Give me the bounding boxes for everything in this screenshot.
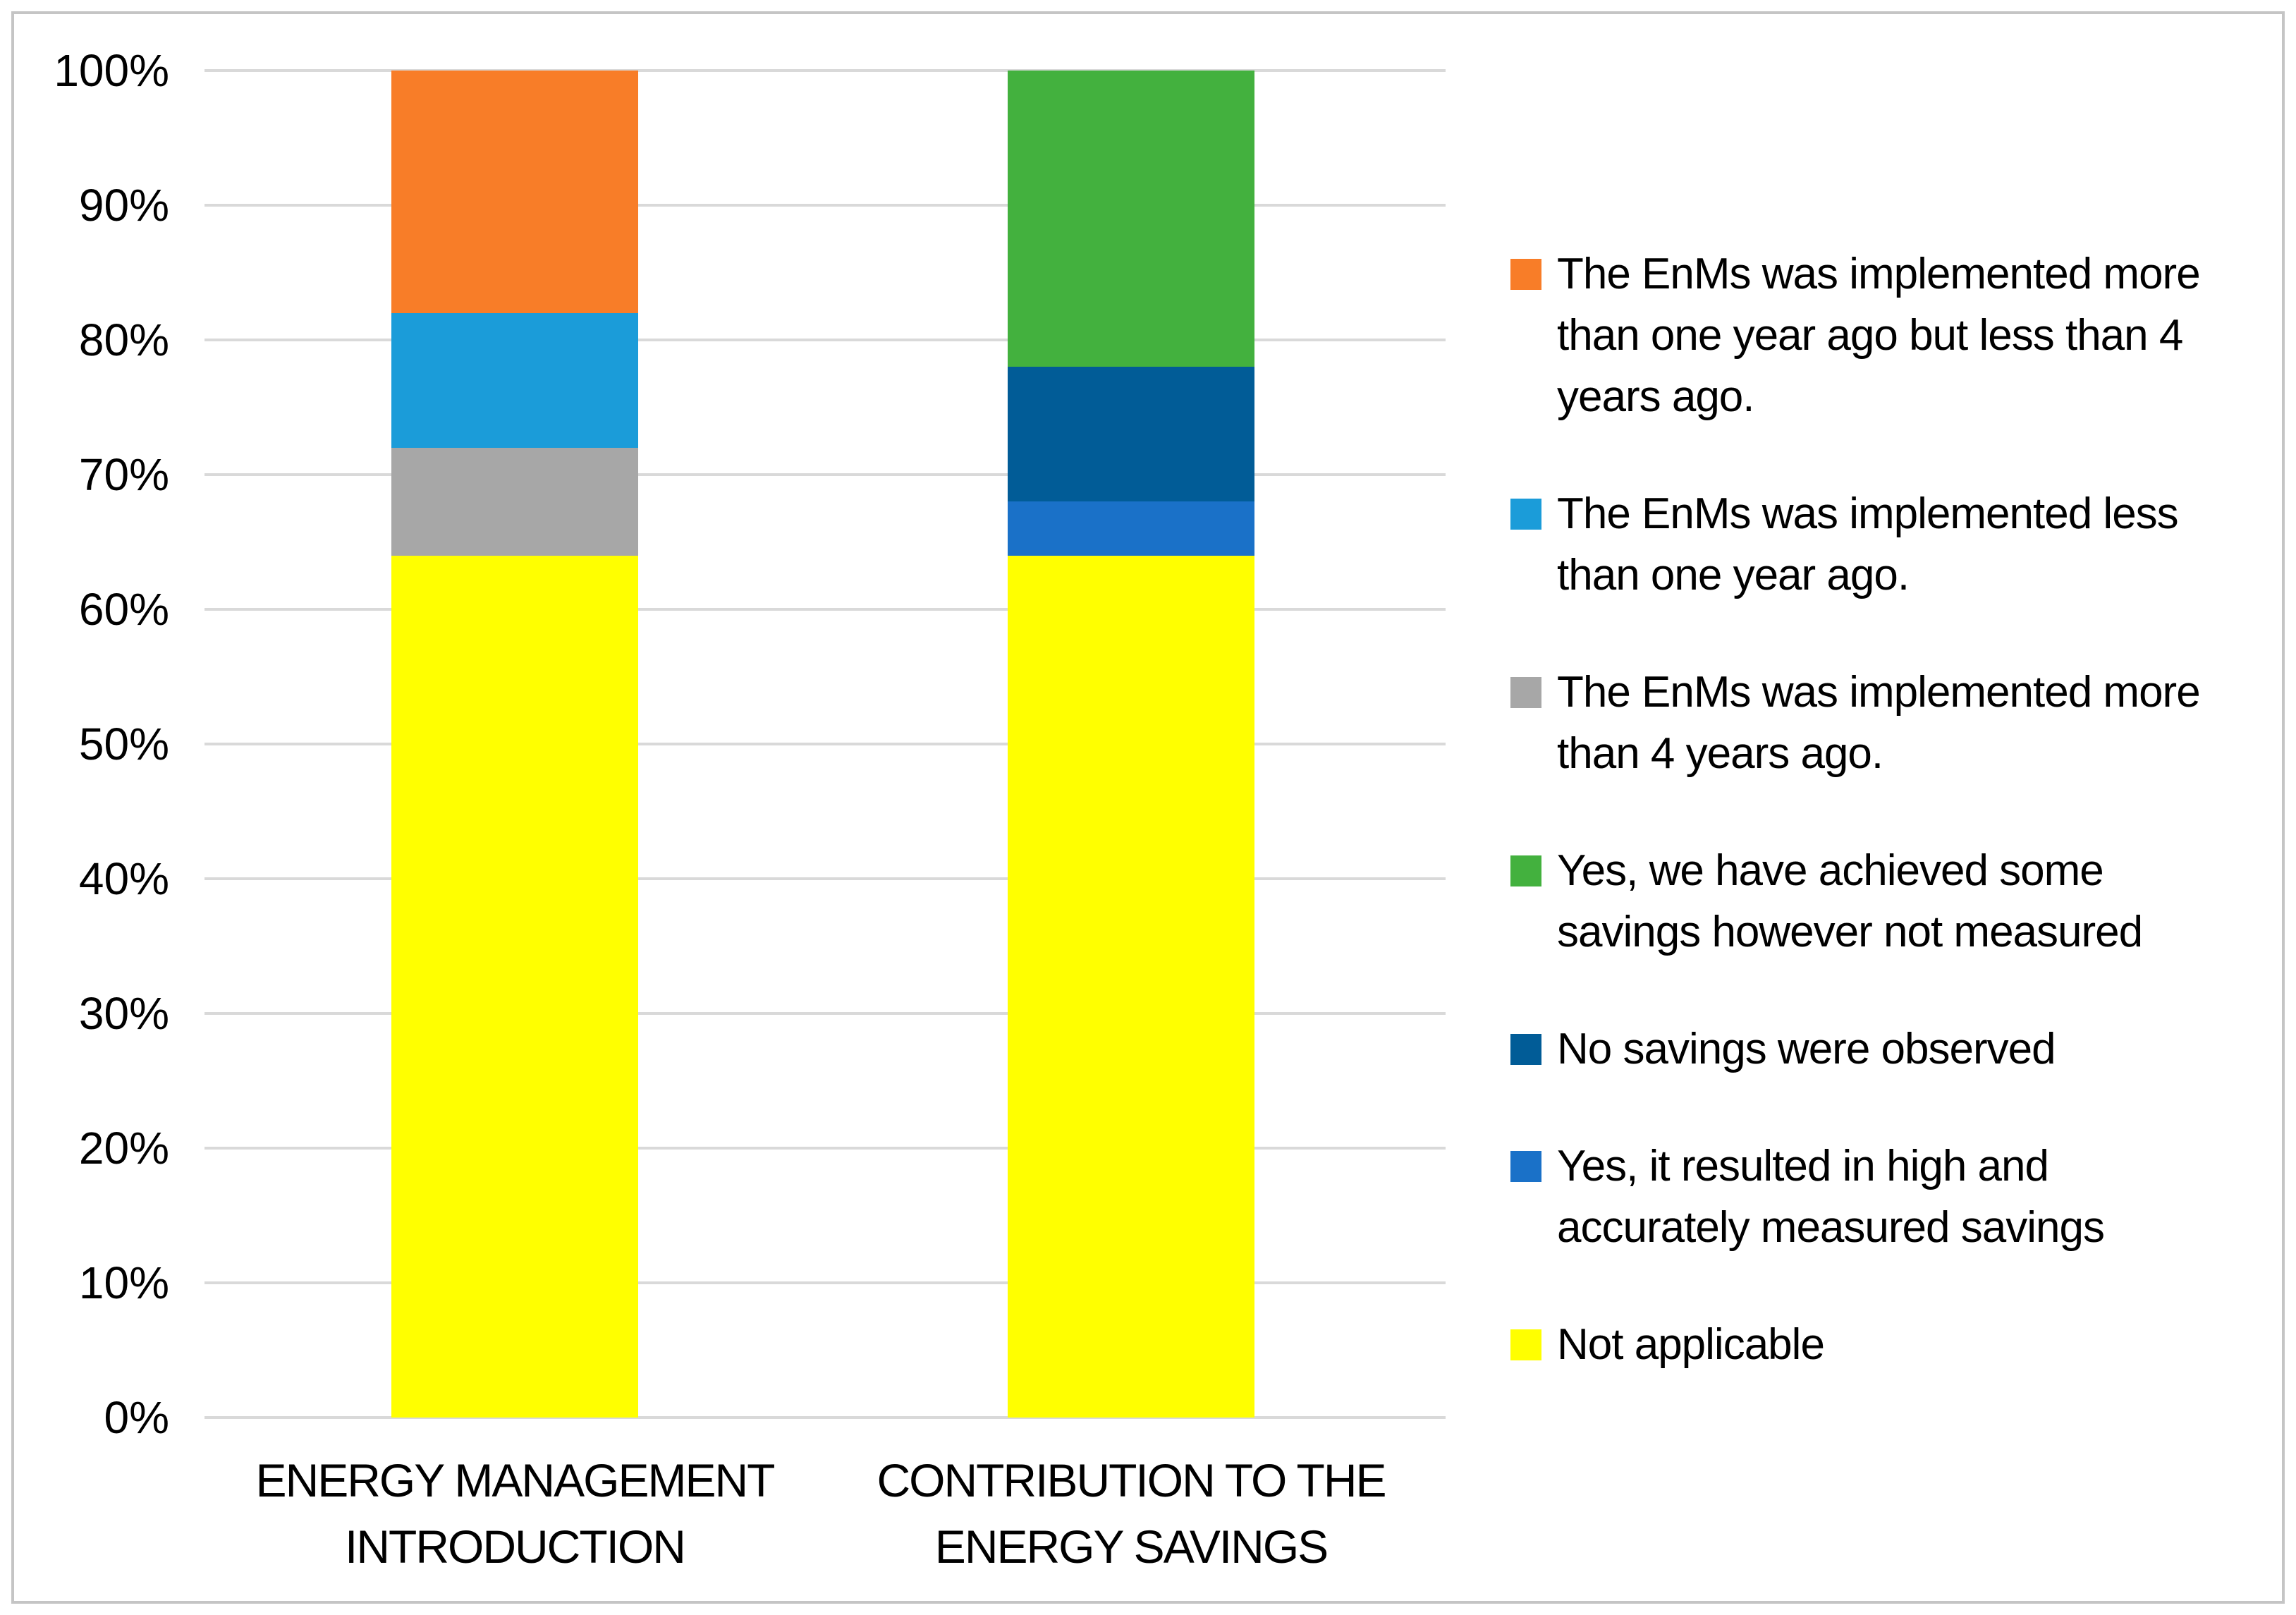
bar-segment (1008, 555, 1254, 1418)
legend-label: Yes, it resulted in high and accurately … (1557, 1142, 2105, 1252)
gridline-20 (204, 1147, 1446, 1150)
legend-item: Yes, it resulted in high and accurately … (1510, 1135, 2279, 1258)
legend-label: Yes, we have achieved some savings howev… (1557, 846, 2143, 956)
legend-item: Yes, we have achieved some savings howev… (1510, 840, 2279, 963)
legend-swatch-icon (1510, 1329, 1541, 1360)
y-axis: 0% 10% 20% 30% 40% 50% 60% 70% 80% 90% 100% (0, 45, 169, 1443)
legend-label: The EnMs was implemented more than one y… (1557, 250, 2201, 421)
gridline-60 (204, 608, 1446, 611)
gridline-30 (204, 1012, 1446, 1015)
y-tick-label-80: 80% (78, 315, 169, 365)
y-tick-label-50: 50% (78, 719, 169, 769)
legend-item: Not applicable (1510, 1314, 2279, 1375)
x-axis: ENERGY MANAGEMENT INTRODUCTION CONTRIBUTI… (0, 1447, 2296, 1588)
bar-segment (391, 71, 638, 313)
legend-swatch-icon (1510, 677, 1541, 708)
y-tick-label-20: 20% (78, 1123, 169, 1174)
bar-segment (1008, 367, 1254, 502)
legend-item: No savings were observed (1510, 1018, 2279, 1080)
gridline-70 (204, 473, 1446, 476)
bar-segment (1008, 501, 1254, 556)
legend: The EnMs was implemented more than one y… (1510, 243, 2279, 1375)
legend-item: The EnMs was implemented more than 4 yea… (1510, 662, 2279, 784)
y-tick-label-90: 90% (78, 180, 169, 231)
bar-segment (391, 312, 638, 448)
legend-swatch-icon (1510, 1034, 1541, 1065)
y-tick-label-10: 10% (78, 1257, 169, 1308)
legend-swatch-icon (1510, 499, 1541, 530)
y-tick-label-60: 60% (78, 584, 169, 635)
gridline-10 (204, 1281, 1446, 1284)
legend-swatch-icon (1510, 1151, 1541, 1182)
bar-segment (1008, 71, 1254, 367)
legend-item: The EnMs was implemented less than one y… (1510, 483, 2279, 606)
y-tick-label-40: 40% (78, 853, 169, 904)
legend-swatch-icon (1510, 259, 1541, 290)
y-tick-label-30: 30% (78, 988, 169, 1039)
plot-area (204, 69, 1446, 1419)
bar-2 (1008, 71, 1254, 1418)
bar-1 (391, 71, 638, 1418)
bar-segment (391, 555, 638, 1418)
legend-item: The EnMs was implemented more than one y… (1510, 243, 2279, 427)
gridline-90 (204, 204, 1446, 207)
gridline-100 (204, 69, 1446, 72)
legend-label: The EnMs was implemented less than one y… (1557, 489, 2179, 599)
legend-label: The EnMs was implemented more than 4 yea… (1557, 668, 2201, 778)
gridline-80 (204, 339, 1446, 341)
category-label-2: CONTRIBUTION TO THE ENERGY SAVINGS (877, 1454, 1386, 1573)
gridline-50 (204, 743, 1446, 745)
y-tick-label-0: 0% (104, 1392, 170, 1443)
y-tick-label-70: 70% (78, 449, 169, 500)
gridline-40 (204, 877, 1446, 880)
legend-label: No savings were observed (1557, 1025, 2056, 1073)
gridline-0 (204, 1416, 1446, 1419)
y-tick-label-100: 100% (54, 45, 169, 96)
bars-layer (204, 71, 1446, 1418)
bar-segment (391, 447, 638, 556)
legend-label: Not applicable (1557, 1320, 1825, 1369)
legend-swatch-icon (1510, 855, 1541, 886)
category-label-1: ENERGY MANAGEMENT INTRODUCTION (255, 1454, 776, 1573)
